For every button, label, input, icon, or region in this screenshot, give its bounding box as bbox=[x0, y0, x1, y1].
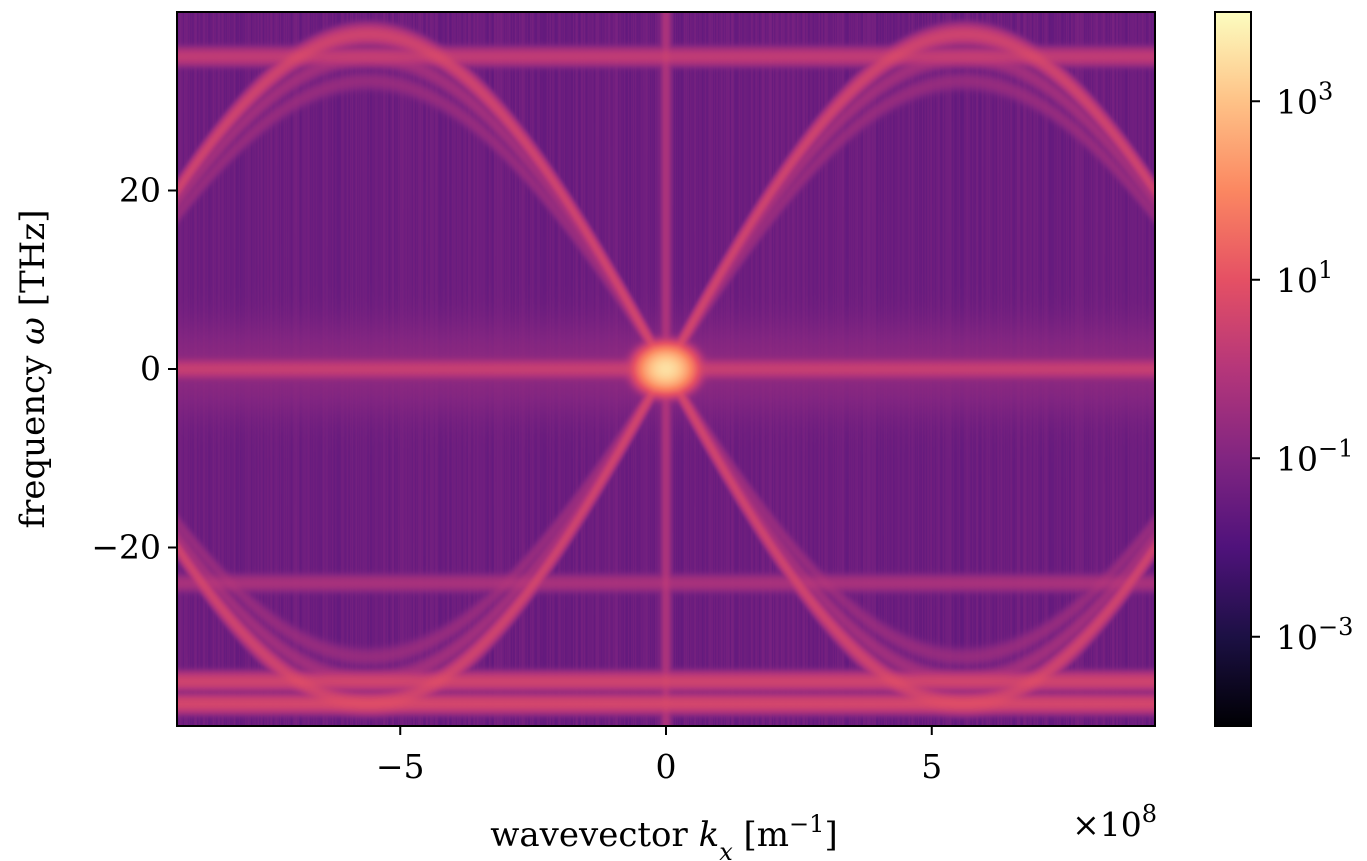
y-axis-ticks: 20 0 −20 bbox=[91, 171, 177, 567]
x-tick-label: 0 bbox=[656, 747, 677, 786]
colorbar-tick-label: 103 bbox=[1276, 77, 1333, 121]
x-axis-ticks: −5 0 5 bbox=[376, 726, 942, 786]
colorbar-tick-label: 10−3 bbox=[1276, 613, 1353, 657]
colorbar bbox=[1214, 11, 1252, 727]
x-tick-label: 5 bbox=[921, 747, 942, 786]
y-tick-label: 0 bbox=[140, 349, 161, 388]
heatmap-image bbox=[177, 12, 1155, 726]
heatmap-area bbox=[177, 12, 1155, 726]
colorbar-tick-label: 101 bbox=[1276, 256, 1333, 300]
colorbar-tick-label: 10−1 bbox=[1276, 434, 1353, 478]
y-axis-label: frequency ω [THz] bbox=[13, 209, 53, 528]
x-tick-label: −5 bbox=[376, 747, 425, 786]
y-tick-label: −20 bbox=[91, 528, 161, 567]
colorbar-ticks: 103 101 10−1 10−3 bbox=[1251, 77, 1353, 657]
y-tick-label: 20 bbox=[119, 171, 161, 210]
x-axis-offset-label: ×108 bbox=[1072, 800, 1157, 844]
x-axis-label: wavevector kx [m−1] bbox=[490, 810, 837, 861]
